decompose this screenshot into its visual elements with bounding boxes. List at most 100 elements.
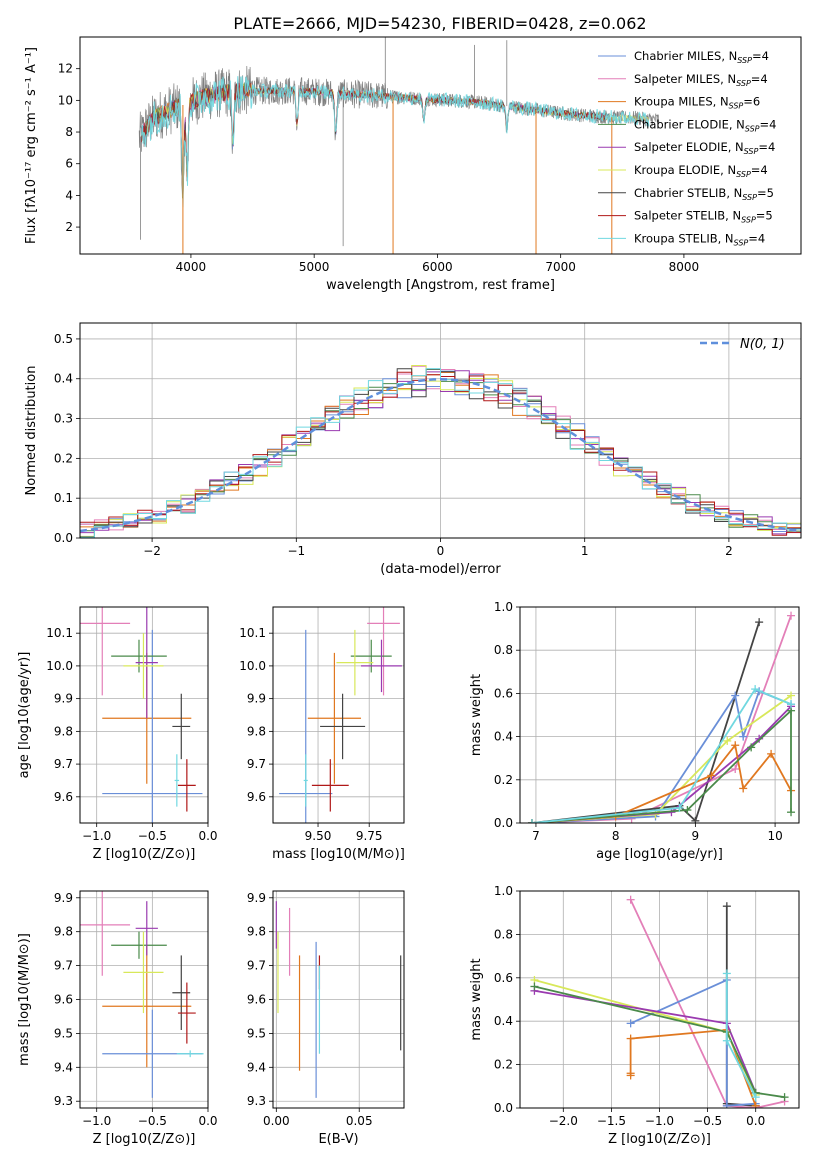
y-tick-label: 9.6 [54,790,73,804]
plot-area [279,607,402,823]
plot-area [80,365,801,538]
y-tick-label: 9.8 [247,724,266,738]
y-tick-label: 0.4 [54,372,73,386]
x-axis-label: wavelength [Angstrom, rest frame] [326,278,555,293]
x-tick-label: 10 [767,829,782,843]
x-tick-label: 8000 [669,260,700,274]
legend-entry: Kroupa ELODIE, NSSP=4 [634,163,768,179]
plot-area [80,607,203,823]
axes-frame [79,36,802,255]
y-tick-label: 9.4 [54,1060,73,1074]
axes-frame [519,890,800,1109]
x-tick-label: 5000 [299,260,330,274]
x-tick-label: −2.0 [549,1114,578,1128]
x-tick-label: −1.0 [645,1114,674,1128]
y-tick-label: 10.0 [46,659,73,673]
y-tick-label: 0.4 [494,1014,513,1028]
legend-entry: Salpeter ELODIE, NSSP=4 [634,140,775,156]
y-tick-label: 10 [58,93,73,107]
x-tick-label: 0.00 [263,1114,290,1128]
figure-title: PLATE=2666, MJD=54230, FIBERID=0428, z=0… [233,14,646,33]
y-tick-label: 8 [65,125,73,139]
y-tick-label: 9.5 [54,1026,73,1040]
x-axis-label: (data-model)/error [380,562,501,577]
plot-area [275,901,402,1098]
x-axis-label: Z [log10(Z/Z⊙)] [93,847,196,862]
x-axis-label: E(B-V) [318,1132,358,1147]
legend-entry: Kroupa STELIB, NSSP=4 [634,231,765,247]
y-tick-label: 9.6 [247,993,266,1007]
y-tick-label: 0.2 [494,1058,513,1072]
y-tick-label: 9.3 [54,1094,73,1108]
y-tick-label: 9.8 [54,925,73,939]
y-tick-label: 4 [65,188,73,202]
axes-frame [79,606,209,824]
y-tick-label: 10.1 [239,626,266,640]
axes-frame [79,322,802,539]
y-tick-label: 0.1 [54,491,73,505]
y-tick-label: 10.0 [239,659,266,673]
axes-frame [272,890,405,1109]
x-tick-label: 2 [725,544,733,558]
legend-entry: Salpeter MILES, NSSP=4 [634,72,768,88]
y-tick-label: 9.9 [247,692,266,706]
y-tick-label: 0.0 [54,531,73,545]
y-axis-label: Normed distribution [24,366,39,496]
x-tick-label: 6000 [422,260,453,274]
x-tick-label: −1 [287,544,305,558]
y-tick-label: 9.6 [54,993,73,1007]
plot-area [527,611,796,823]
x-tick-label: 4000 [176,260,207,274]
x-tick-label: 0.0 [198,829,217,843]
y-tick-label: 9.8 [54,724,73,738]
x-tick-label: −0.5 [693,1114,722,1128]
y-tick-label: 1.0 [494,884,513,898]
x-axis-label: age [log10(age/yr)] [596,847,723,862]
y-tick-label: 9.9 [247,891,266,905]
legend-entry: Chabrier MILES, NSSP=4 [634,49,769,65]
y-axis-label: mass [log10(M/M⊙)] [17,933,32,1066]
x-axis-label: mass [log10(M/M⊙)] [272,847,405,862]
x-tick-label: 9.50 [305,829,332,843]
y-tick-label: 9.6 [247,790,266,804]
x-tick-label: 0 [437,544,445,558]
plot-area [80,891,204,1098]
legend-entry: Chabrier ELODIE, NSSP=4 [634,117,776,133]
y-tick-label: 9.9 [54,891,73,905]
weight-line-chabrier-elodie [534,985,785,1099]
y-tick-label: 0.5 [54,332,73,346]
axes-frame [79,890,209,1109]
plot-area [138,37,660,254]
y-tick-label: 12 [58,62,73,76]
y-tick-label: 2 [65,220,73,234]
y-tick-label: 0.6 [494,971,513,985]
weight-line-salpeter-miles [629,899,785,1108]
y-tick-label: 9.3 [247,1094,266,1108]
y-tick-label: 0.3 [54,412,73,426]
histogram-kroupa-stelib [80,368,801,538]
y-tick-label: 10.1 [46,626,73,640]
x-tick-label: 1 [581,544,589,558]
y-tick-label: 9.7 [247,757,266,771]
legend-entry: Salpeter STELIB, NSSP=5 [634,209,773,225]
y-tick-label: 1.0 [494,600,513,614]
y-axis-label: Flux [fλ10⁻¹⁷ erg cm⁻² s⁻¹ A⁻¹] [24,47,39,244]
y-tick-label: 0.0 [494,1101,513,1115]
y-tick-label: 9.7 [54,757,73,771]
y-tick-label: 0.6 [494,686,513,700]
plot-area [530,895,789,1108]
weight-line-kroupa-stelib [531,687,792,823]
x-tick-label: −1.0 [82,1114,111,1128]
x-tick-label: −1.5 [597,1114,626,1128]
axes-frame [519,606,800,824]
x-axis-label: Z [log10(Z/Z⊙)] [93,1132,196,1147]
normal-curve [80,377,801,533]
y-tick-label: 0.2 [494,773,513,787]
legend-entry: Chabrier STELIB, NSSP=5 [634,186,774,202]
y-tick-label: 0.2 [54,451,73,465]
x-tick-label: −1.0 [82,829,111,843]
y-tick-label: 0.8 [494,927,513,941]
x-tick-label: 9 [692,829,700,843]
